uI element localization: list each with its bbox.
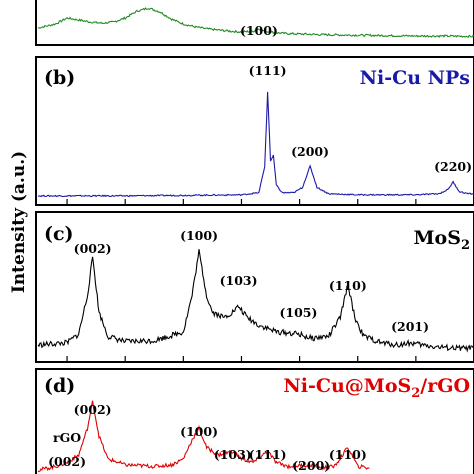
peak-label-b-1: (200) bbox=[291, 144, 329, 159]
peak-label-c-1: (100) bbox=[180, 228, 218, 243]
peak-label-d-3: (100) bbox=[180, 424, 218, 439]
series-line-d bbox=[37, 400, 370, 473]
peak-label-d-6: (200) bbox=[292, 458, 330, 473]
peak-label-d-4: (103) bbox=[214, 447, 252, 462]
panel-name-d: Ni-Cu@MoS2/rGO bbox=[283, 375, 470, 401]
peak-label-c-3: (105) bbox=[279, 305, 317, 320]
panel-d-frame bbox=[35, 368, 474, 474]
panel-b-frame bbox=[35, 56, 474, 206]
peak-label-d-0: (002) bbox=[74, 402, 112, 417]
peak-label-b-2: (220) bbox=[434, 159, 472, 174]
series-line-a bbox=[37, 7, 474, 39]
panel-c-frame bbox=[35, 211, 474, 363]
peak-label-d-2: (002) bbox=[48, 454, 86, 469]
y-axis-label: Intensity (a.u.) bbox=[9, 151, 29, 293]
panel-name-c: MoS2 bbox=[414, 227, 470, 253]
peak-label-d-1: rGO bbox=[53, 430, 81, 445]
panel-name-b: Ni-Cu NPs bbox=[360, 67, 470, 89]
peak-label-b-0: (111) bbox=[249, 63, 287, 78]
x-ticks bbox=[66, 199, 474, 362]
peak-label-d-7: (110) bbox=[329, 447, 367, 462]
peak-label-d-5: (111) bbox=[249, 447, 287, 462]
panel-letter-b: (b) bbox=[44, 67, 75, 89]
peak-label-c-0: (002) bbox=[74, 241, 112, 256]
peak-label-c-4: (110) bbox=[329, 278, 367, 293]
peak-label-c-2: (103) bbox=[220, 273, 258, 288]
data-curves bbox=[37, 7, 474, 473]
peak-label-a-0: (100) bbox=[240, 23, 278, 38]
series-line-b bbox=[37, 91, 474, 198]
peak-label-c-5: (201) bbox=[391, 319, 429, 334]
series-line-c bbox=[37, 249, 474, 353]
annotations: (100) (b) Ni-Cu NPs (111) (200) (220) (c) MoS2 (… bbox=[44, 23, 472, 473]
panel-letter-c: (c) bbox=[44, 223, 74, 245]
panel-letter-d: (d) bbox=[44, 375, 75, 397]
panel-a-frame bbox=[35, 0, 474, 46]
